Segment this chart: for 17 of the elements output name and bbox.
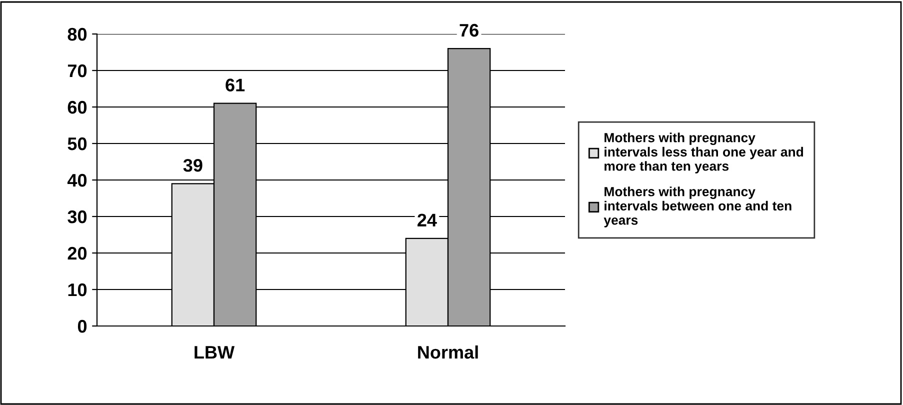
y-tick-label: 20 [68, 246, 87, 260]
y-tick-label: 60 [68, 100, 87, 114]
y-tick-label: 50 [68, 137, 87, 150]
y-tick-label: 0 [78, 320, 87, 333]
y-tick-label: 40 [67, 174, 87, 187]
y-tick-label: 80 [68, 28, 87, 41]
legend-label: Mothers with pregnancy intervals between one and ten years [604, 186, 792, 228]
x-tick-label: Normal [418, 345, 478, 359]
data-label: 61 [226, 78, 245, 92]
data-label: 24 [418, 214, 437, 226]
data-label: 39 [183, 158, 202, 172]
y-tick-label: 30 [68, 210, 87, 224]
data-label: 76 [460, 24, 478, 37]
x-tick-label: LBW [194, 346, 235, 359]
y-tick-label: 70 [68, 64, 87, 78]
y-tick-label: 10 [68, 283, 87, 296]
legend-label: Mothers with pregnancy intervals less than one year and more than ten years [604, 132, 804, 174]
